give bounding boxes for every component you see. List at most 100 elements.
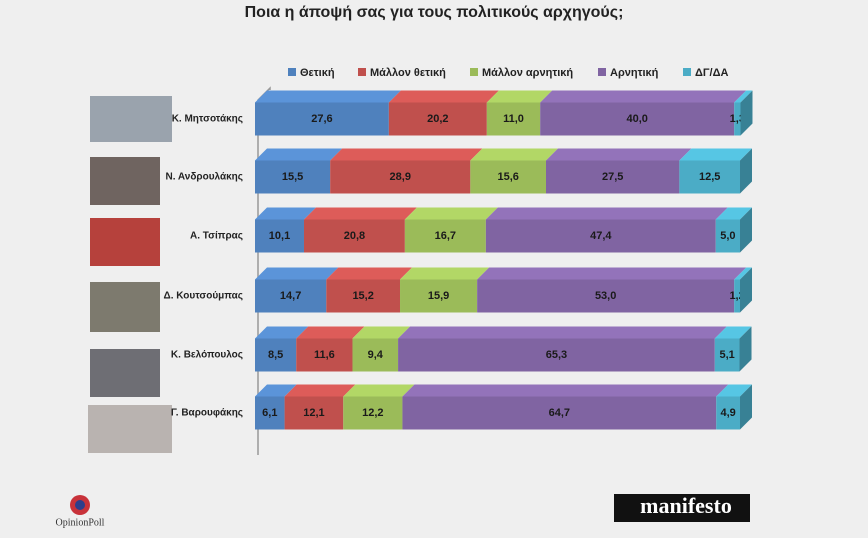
value-label: 53,0 xyxy=(595,290,616,302)
bar-top xyxy=(326,267,413,280)
legend-label: ΔΓ/ΔΑ xyxy=(695,67,728,79)
bar-top xyxy=(546,148,692,161)
photo xyxy=(88,405,172,453)
bar-top xyxy=(343,384,415,397)
bar-top xyxy=(296,326,365,339)
value-label: 28,9 xyxy=(390,171,411,183)
bar-segment xyxy=(485,219,716,253)
legend-swatch xyxy=(288,68,296,76)
bar-top xyxy=(352,326,411,339)
bar-top xyxy=(404,207,498,220)
bar-segment xyxy=(540,102,735,136)
bar-side xyxy=(740,207,752,253)
bar-top xyxy=(255,90,401,103)
legend-swatch xyxy=(470,68,478,76)
bar-top xyxy=(284,384,356,397)
photo xyxy=(90,96,172,142)
bar-segment xyxy=(486,102,541,136)
bar-segment xyxy=(330,160,471,194)
bar-top xyxy=(734,267,752,280)
bar-top xyxy=(402,384,729,397)
value-label: 40,0 xyxy=(626,113,647,125)
legend-swatch xyxy=(358,68,366,76)
bar-top xyxy=(255,207,316,220)
bar-segment xyxy=(255,396,285,430)
bar-side xyxy=(740,90,753,136)
value-label: 15,9 xyxy=(428,290,449,302)
value-label: 9,4 xyxy=(368,349,384,361)
value-label: 12,5 xyxy=(699,171,720,183)
bar-top xyxy=(679,148,752,161)
bar-segment xyxy=(470,160,546,194)
bar-segment xyxy=(255,219,304,253)
bar-top xyxy=(540,90,747,103)
photo xyxy=(90,218,160,266)
value-label: 6,1 xyxy=(262,407,277,419)
bar-segment xyxy=(398,338,715,372)
photos xyxy=(88,96,172,453)
bar-segment xyxy=(715,219,740,253)
bar-segment xyxy=(679,160,740,194)
photo xyxy=(90,157,160,205)
bar-top xyxy=(477,267,747,280)
source-logo: OpinionPoll xyxy=(56,517,105,528)
value-label: 10,1 xyxy=(269,230,290,242)
legend-label: Θετική xyxy=(300,67,335,79)
category-label: Δ. Κουτσούμπας xyxy=(164,291,243,302)
legend-label: Μάλλον θετική xyxy=(370,67,446,79)
bar-top xyxy=(255,326,309,339)
bar-segment xyxy=(255,160,331,194)
bar-top xyxy=(486,90,553,103)
bar-side xyxy=(740,148,752,194)
chart-title: Ποια η άποψή σας για τους πολιτικούς αρχ… xyxy=(245,4,624,21)
value-label: 16,7 xyxy=(435,230,456,242)
bar-segment xyxy=(255,279,327,313)
bar-top xyxy=(303,207,417,220)
bar-top xyxy=(716,384,752,397)
publisher-logo-box xyxy=(614,494,750,522)
bar-segment xyxy=(404,219,486,253)
bar-segment xyxy=(303,219,405,253)
value-label: 20,2 xyxy=(427,113,448,125)
bar-segment xyxy=(326,279,401,313)
bar-segment xyxy=(734,279,740,313)
bar-segment xyxy=(352,338,399,372)
value-label: 20,8 xyxy=(344,230,365,242)
category-label: Κ. Μητσοτάκης xyxy=(172,114,243,125)
photo xyxy=(90,349,160,397)
bar-top xyxy=(400,267,490,280)
category-label: Γ. Βαρουφάκης xyxy=(171,408,243,419)
bar-segment xyxy=(546,160,680,194)
bar-segment xyxy=(402,396,717,430)
bar-segment xyxy=(296,338,353,372)
bar-side xyxy=(739,326,752,372)
bar-segment xyxy=(477,279,735,313)
bar-top xyxy=(255,384,297,397)
category-label: Ν. Ανδρουλάκης xyxy=(166,172,243,183)
value-label: 11,0 xyxy=(503,113,524,125)
value-label: 15,5 xyxy=(282,171,303,183)
legend-label: Μάλλον αρνητική xyxy=(482,67,573,79)
value-label: 5,1 xyxy=(719,349,734,361)
bar-top xyxy=(398,326,727,339)
value-label: 14,7 xyxy=(280,290,301,302)
value-label: 12,2 xyxy=(362,407,383,419)
bar-segment xyxy=(716,396,740,430)
bar-top xyxy=(485,207,728,220)
bar-side xyxy=(740,267,752,313)
value-label: 65,3 xyxy=(546,349,567,361)
bar-top xyxy=(388,90,499,103)
bar-segment xyxy=(734,102,741,136)
value-label: 15,6 xyxy=(497,171,518,183)
legend-label: Αρνητική xyxy=(610,67,659,79)
legend-swatch xyxy=(598,68,606,76)
logo-mark xyxy=(75,500,85,510)
bar-segment xyxy=(255,102,389,136)
value-label: 4,9 xyxy=(720,407,735,419)
value-label: 8,5 xyxy=(268,349,283,361)
value-label: 27,6 xyxy=(311,113,332,125)
bar-side xyxy=(740,384,752,430)
bar-segment xyxy=(343,396,403,430)
category-label: Α. Τσίπρας xyxy=(190,231,243,242)
